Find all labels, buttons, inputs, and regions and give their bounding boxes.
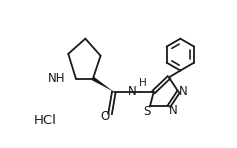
Text: HCl: HCl <box>34 114 57 127</box>
Text: H: H <box>139 78 147 88</box>
Text: N: N <box>169 104 178 117</box>
Polygon shape <box>92 77 114 92</box>
Text: O: O <box>100 110 110 123</box>
Text: NH: NH <box>48 72 65 85</box>
Text: N: N <box>128 85 137 98</box>
Text: S: S <box>143 105 150 118</box>
Text: N: N <box>179 85 187 98</box>
